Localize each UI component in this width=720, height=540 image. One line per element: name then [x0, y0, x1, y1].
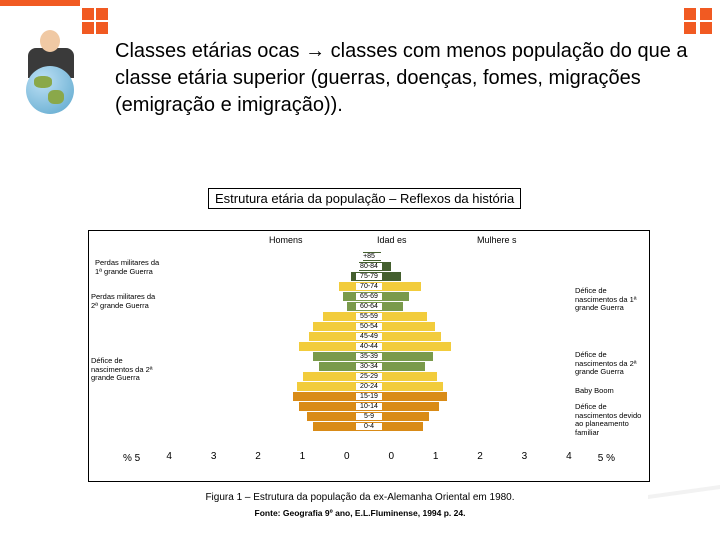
xlabel-left: % 5 — [123, 453, 140, 464]
age-label: 5-9 — [356, 413, 382, 420]
pyramid-row: 45-49 — [147, 331, 591, 341]
x-tick: 3 — [502, 451, 546, 465]
pyramid-row: 75-79 — [147, 271, 591, 281]
pyramid-row: 80-84 — [147, 261, 591, 271]
age-label: +85 — [356, 253, 382, 260]
deco-square — [684, 22, 696, 34]
pyramid-row: 0-4 — [147, 421, 591, 431]
pyramid-row: 55-59 — [147, 311, 591, 321]
age-label: 55-59 — [356, 313, 382, 320]
header-bar — [0, 0, 720, 6]
age-label: 30-34 — [356, 363, 382, 370]
age-label: 65-69 — [356, 293, 382, 300]
title-homens: Homens — [269, 235, 303, 245]
pyramid-row: 20-24 — [147, 381, 591, 391]
population-pyramid: Homens Idad es Mulhere s Perdas militare… — [88, 230, 650, 482]
pyramid-row: 10-14 — [147, 401, 591, 411]
age-label: 70-74 — [356, 283, 382, 290]
figure-caption: Figura 1 – Estrutura da população da ex-… — [0, 492, 720, 503]
age-label: 75-79 — [356, 273, 382, 280]
x-tick: 0 — [325, 451, 369, 465]
figure-source: Fonte: Geografia 9º ano, E.L.Fluminense,… — [0, 508, 720, 518]
pyramid-row: 65-69 — [147, 291, 591, 301]
pyramid-row: 15-19 — [147, 391, 591, 401]
caption-box: Estrutura etária da população – Reflexos… — [208, 188, 521, 209]
pyramid-row: 25-29 — [147, 371, 591, 381]
deco-square — [684, 8, 696, 20]
pyramid-row: 50-54 — [147, 321, 591, 331]
x-tick: 4 — [147, 451, 191, 465]
pyramid-row: 35-39 — [147, 351, 591, 361]
x-tick: 4 — [547, 451, 591, 465]
pyramid-bars: +85 80-84 75-79 70-74 65-69 60-64 55-59 50-54 45… — [147, 251, 591, 447]
x-axis: 4321001234 — [147, 451, 591, 465]
xlabel-right: 5 % — [598, 453, 615, 464]
pyramid-row: 30-34 — [147, 361, 591, 371]
deco-square — [96, 22, 108, 34]
title-idades: Idad es — [377, 235, 407, 245]
x-tick: 0 — [369, 451, 413, 465]
x-tick: 1 — [280, 451, 324, 465]
pyramid-row: +85 — [147, 251, 591, 261]
x-tick: 2 — [236, 451, 280, 465]
age-label: 0-4 — [356, 423, 382, 430]
deco-square — [82, 8, 94, 20]
deco-square — [82, 22, 94, 34]
pyramid-row: 5-9 — [147, 411, 591, 421]
pyramid-row: 70-74 — [147, 281, 591, 291]
age-label: 80-84 — [356, 263, 382, 270]
deco-footer-bar — [648, 485, 720, 535]
age-label: 50-54 — [356, 323, 382, 330]
age-label: 15-19 — [356, 393, 382, 400]
x-tick: 2 — [458, 451, 502, 465]
age-label: 60-64 — [356, 303, 382, 310]
title-mulheres: Mulhere s — [477, 235, 517, 245]
age-label: 10-14 — [356, 403, 382, 410]
age-label: 35-39 — [356, 353, 382, 360]
age-label: 45-49 — [356, 333, 382, 340]
age-label: 40-44 — [356, 343, 382, 350]
pyramid-row: 40-44 — [147, 341, 591, 351]
x-tick: 1 — [413, 451, 457, 465]
age-label: 20-24 — [356, 383, 382, 390]
age-label: 25-29 — [356, 373, 382, 380]
deco-square — [700, 8, 712, 20]
globe-man-image — [18, 30, 83, 115]
main-text: Classes etárias ocas → classes com menos… — [115, 38, 705, 119]
x-tick: 3 — [191, 451, 235, 465]
pyramid-row: 60-64 — [147, 301, 591, 311]
deco-square — [700, 22, 712, 34]
deco-square — [96, 8, 108, 20]
